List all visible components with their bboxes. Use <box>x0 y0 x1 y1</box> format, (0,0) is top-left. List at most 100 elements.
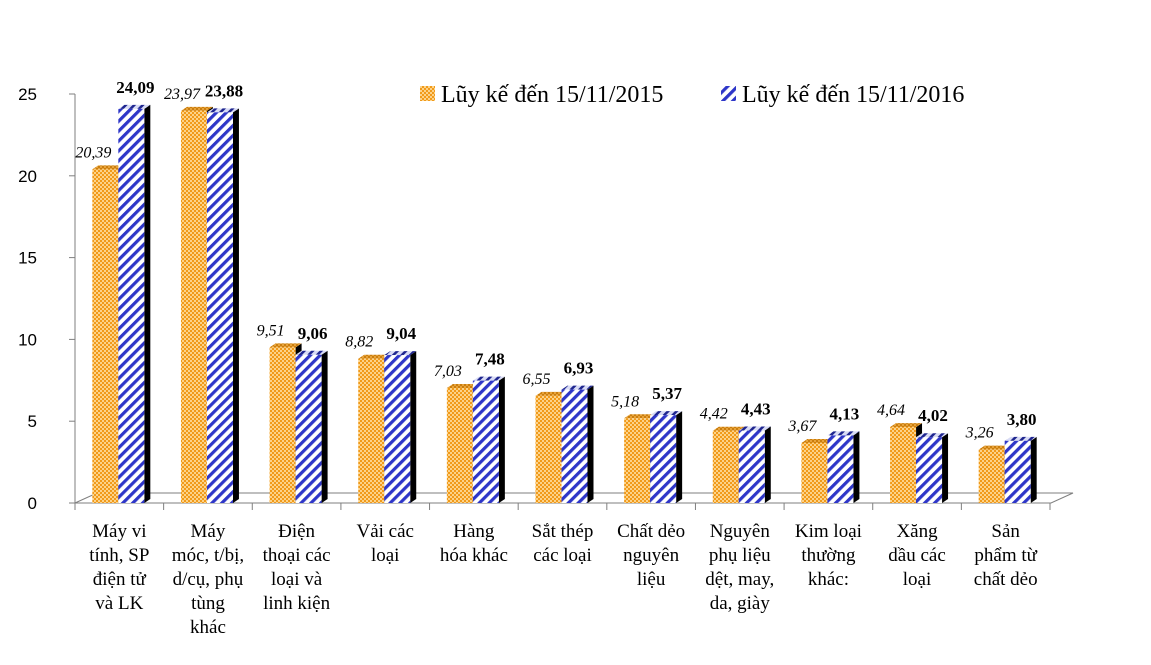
undefined-front <box>92 169 119 503</box>
category-label-line: chất dẻo <box>974 569 1038 590</box>
undefined <box>384 351 417 503</box>
legend-swatch-2015 <box>420 86 435 101</box>
data-label-2015: 4,64 <box>877 402 905 419</box>
undefined-top <box>650 411 683 416</box>
undefined <box>1004 436 1037 503</box>
data-label-2016: 4,02 <box>918 406 948 425</box>
category-label-line: tính, SP <box>89 545 149 566</box>
data-label-2016: 9,06 <box>298 324 328 343</box>
undefined <box>561 385 594 503</box>
undefined-top <box>118 104 151 109</box>
category-label-line: loại và <box>271 569 323 590</box>
data-label-2016: 6,93 <box>564 359 594 378</box>
category-label-line: Máy vi <box>92 521 146 542</box>
category-label: Máy móc, t/bị, d/cụ, phụ tùng khác <box>172 521 244 638</box>
y-tick-label: 25 <box>18 85 37 104</box>
data-label-2015: 3,67 <box>787 418 817 435</box>
undefined-top <box>738 426 771 431</box>
category-label-line: Hàng <box>453 521 495 542</box>
undefined-front <box>827 435 854 503</box>
category-label-line: phụ liệu <box>709 545 771 566</box>
undefined-front <box>446 387 473 503</box>
undefined-side <box>321 350 328 503</box>
y-axis: 0 5 10 15 20 25 <box>18 85 76 513</box>
bars <box>92 104 1037 504</box>
undefined-top <box>561 385 594 390</box>
undefined <box>206 108 239 504</box>
legend-label-2015: Lũy kế đến 15/11/2015 <box>441 82 663 108</box>
category-label-line: khác: <box>808 569 849 590</box>
undefined-front <box>180 110 207 503</box>
data-label-2015: 6,55 <box>523 371 551 388</box>
category-label-line: linh kiện <box>263 593 331 614</box>
data-labels: 20,39 24,09 23,97 23,88 9,51 9,06 8,82 9,04 7,03… <box>75 78 1036 442</box>
category-label-line: dầu các <box>888 545 945 566</box>
undefined-front <box>358 358 385 503</box>
data-label-2016: 4,43 <box>741 400 771 419</box>
undefined-top <box>890 423 923 428</box>
undefined-top <box>827 431 860 436</box>
y-tick-label: 15 <box>18 249 37 268</box>
y-tick-label: 0 <box>28 494 37 513</box>
data-label-2016: 24,09 <box>116 78 154 97</box>
undefined-top <box>712 426 745 431</box>
category-label-line: da, giày <box>710 593 771 614</box>
category-label-line: dệt, may, <box>705 569 774 590</box>
undefined-top <box>295 350 328 355</box>
category-label-line: liệu <box>637 569 666 590</box>
undefined-top <box>269 343 302 348</box>
category-label-line: nguyên <box>623 545 679 566</box>
undefined-front <box>472 380 499 503</box>
category-label: Chất dẻo nguyên liệu <box>617 521 685 590</box>
undefined-front <box>978 449 1005 503</box>
category-label-line: Nguyên <box>710 521 771 542</box>
undefined <box>295 350 328 503</box>
undefined <box>650 411 683 503</box>
category-label-line: điện tử <box>93 569 147 590</box>
category-label-line: tùng <box>191 593 225 614</box>
undefined <box>118 104 151 503</box>
undefined-side <box>410 351 417 503</box>
data-label-2016: 4,13 <box>830 404 860 423</box>
undefined <box>827 431 860 503</box>
category-label-line: loại <box>903 569 932 590</box>
category-label-line: loại <box>371 545 400 566</box>
undefined-front <box>712 430 739 503</box>
data-label-2015: 20,39 <box>75 144 111 161</box>
category-label-line: d/cụ, phụ <box>173 569 244 590</box>
category-label-line: Chất dẻo <box>617 521 685 542</box>
undefined-top <box>978 445 1011 450</box>
undefined-top <box>1004 436 1037 441</box>
undefined-front <box>561 389 588 503</box>
undefined-front <box>206 112 233 504</box>
undefined-top <box>472 376 505 381</box>
legend: Lũy kế đến 15/11/2015 Lũy kế đến 15/11/2… <box>420 82 964 108</box>
undefined-top <box>206 108 239 113</box>
undefined <box>472 376 505 503</box>
category-label-line: hóa khác <box>440 545 508 566</box>
data-label-2016: 7,48 <box>475 350 505 369</box>
data-label-2015: 4,42 <box>700 406 728 423</box>
category-label: Kim loại thường khác: <box>795 521 862 590</box>
category-label-line: Máy <box>191 521 226 542</box>
undefined-top <box>180 106 213 111</box>
undefined-front <box>1004 440 1031 503</box>
undefined-front <box>269 347 296 503</box>
data-label-2015: 9,51 <box>257 322 285 339</box>
undefined-side <box>853 431 860 503</box>
undefined-front <box>118 108 145 503</box>
undefined-side <box>942 433 949 503</box>
y-tick-label: 10 <box>18 330 37 349</box>
undefined-top <box>916 433 949 438</box>
undefined-side <box>232 108 239 504</box>
category-label-line: khác <box>190 617 226 638</box>
undefined <box>738 426 771 503</box>
category-label: Điện thoại các loại và linh kiện <box>263 521 331 614</box>
category-label-line: Sắt thép <box>532 521 594 542</box>
undefined <box>916 433 949 503</box>
undefined-front <box>295 354 322 503</box>
undefined-front <box>890 427 917 503</box>
category-label: Máy vi tính, SP điện tử và LK <box>89 521 149 614</box>
data-label-2016: 9,04 <box>386 324 416 343</box>
